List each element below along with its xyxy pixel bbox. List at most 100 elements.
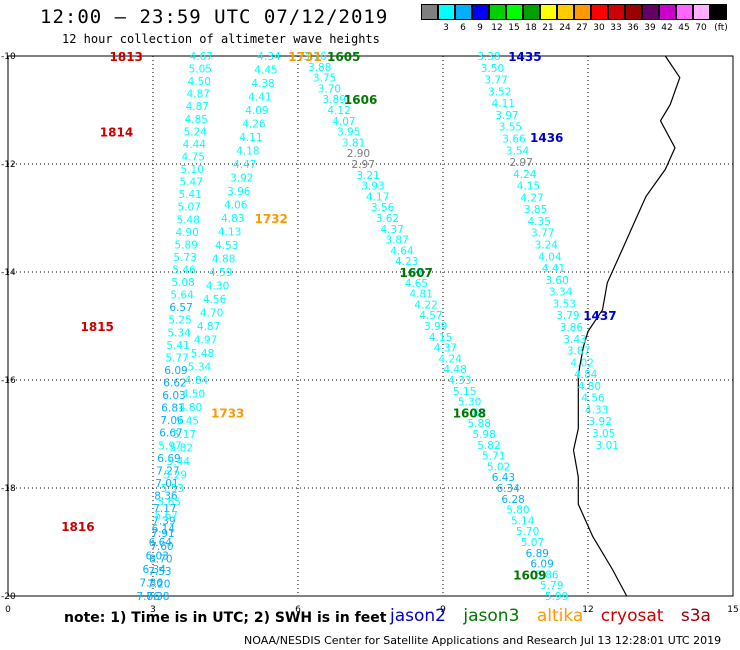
wave-height-value: 4.50	[188, 76, 211, 88]
wave-height-value: 4.35	[528, 216, 551, 228]
wave-height-value: 3.85	[524, 204, 547, 216]
wave-height-value: 5.05	[189, 64, 212, 76]
wave-height-value: 3.99	[424, 321, 447, 333]
wave-height-value: 7.01	[155, 478, 178, 490]
wave-height-value: 3.55	[499, 122, 522, 134]
wave-height-value: 3.87	[385, 235, 408, 247]
wave-height-value: 5.77	[165, 352, 188, 364]
wave-height-value: 5.82	[170, 443, 193, 455]
wave-height-value: 3.75	[313, 73, 336, 85]
wave-height-value: 3.21	[356, 170, 379, 182]
legend-tick-label: 27	[576, 23, 588, 33]
legend-cryosat: cryosat	[600, 606, 664, 626]
wave-height-value: 2.90	[347, 148, 370, 160]
coastline	[572, 55, 681, 597]
x-tick-label: 9	[440, 605, 446, 615]
wave-height-value: 5.10	[181, 164, 204, 176]
legend-swatch	[642, 4, 659, 20]
wave-height-value: 4.67	[190, 51, 213, 63]
wave-height-value: 6.14	[152, 524, 176, 536]
wave-height-value: 6.09	[530, 559, 553, 571]
wave-height-value: 7.91	[151, 528, 174, 540]
pass-number-label: 1435	[508, 50, 541, 64]
wave-height-value: 4.12	[327, 105, 350, 117]
legend-tick-label: 21	[542, 23, 554, 33]
wave-height-value: 5.08	[171, 277, 194, 289]
pass-number-label: 1815	[81, 320, 114, 334]
wave-height-value: 4.57	[419, 310, 442, 322]
wave-height-value: 4.37	[434, 343, 457, 355]
wave-height-value: 8.70	[149, 553, 172, 565]
wave-height-value: 3.38	[477, 51, 500, 63]
pass-number-label: 1606	[344, 93, 377, 107]
wave-height-value: 6.89	[526, 548, 549, 560]
wave-height-value: 4.88	[212, 254, 235, 266]
wave-height-value: 5.82	[477, 440, 500, 452]
wave-height-value: 4.53	[215, 240, 238, 252]
wave-height-value: 5.88	[468, 418, 491, 430]
wave-height-value: 3.79	[556, 310, 579, 322]
legend-swatch	[693, 4, 710, 20]
wave-height-value: 6.69	[157, 453, 180, 465]
wave-height-value: 5.98	[472, 429, 495, 441]
wave-height-value: 6.34	[143, 564, 167, 576]
wave-height-value: 6.43	[492, 472, 515, 484]
legend-swatch	[574, 4, 591, 20]
note-text: note: 1) Time is in UTC; 2) SWH is in fe…	[64, 610, 387, 626]
wave-height-value: 4.87	[187, 89, 210, 101]
wave-height-value: 4.81	[410, 289, 433, 301]
wave-height-value: 3.93	[361, 181, 384, 193]
wave-height-value: 5.65	[158, 497, 181, 509]
wave-height-value: 4.17	[366, 191, 389, 203]
wave-height-value: 4.87	[197, 321, 220, 333]
wave-height-value: 4.64	[390, 245, 414, 257]
wave-height-value: 3.87	[567, 346, 590, 358]
page-subtitle: 12 hour collection of altimeter wave hei…	[62, 32, 380, 46]
wave-height-value: 6.03	[146, 551, 169, 563]
legend-tick-label: 70	[695, 23, 707, 33]
pass-number-label: 1731	[288, 50, 321, 64]
wave-height-value: 7.60	[150, 541, 173, 553]
map-frame	[7, 55, 734, 597]
pass-number-label: 1605	[327, 50, 360, 64]
wave-height-value: 3.34	[549, 287, 573, 299]
legend-unit-label: (ft)	[714, 23, 728, 33]
legend-tick-label: 42	[661, 23, 673, 33]
wave-height-value: 4.22	[414, 299, 437, 311]
legend-swatch	[472, 4, 489, 20]
wave-height-value: 5.15	[453, 386, 476, 398]
legend-tick-label: 18	[525, 23, 537, 33]
wave-height-value: 3.96	[227, 186, 251, 198]
legend-tick-label: 9	[477, 23, 483, 33]
wave-height-value: 4.24	[513, 169, 537, 181]
wave-height-value: 4.85	[185, 114, 208, 126]
wave-height-value: 3.60	[545, 275, 568, 287]
wave-height-value: 4.44	[183, 139, 207, 151]
wave-height-value: 4.80	[578, 381, 601, 393]
wave-height-value: 3.87	[400, 267, 423, 279]
wave-height-value: 4.90	[176, 227, 199, 239]
wave-height-value: 3.53	[553, 298, 576, 310]
legend-swatch	[523, 4, 540, 20]
legend-jason3: jason3	[463, 606, 520, 626]
credit-line: NOAA/NESDIS Center for Satellite Applica…	[244, 634, 722, 647]
wave-height-value: 5.71	[482, 451, 505, 463]
wave-height-value: 7.17	[153, 503, 176, 515]
wave-height-value: 4.59	[209, 267, 232, 279]
pass-number-label: 1607	[400, 266, 433, 280]
wave-height-value: 3.66	[502, 134, 526, 146]
wave-height-value: 5.48	[177, 214, 200, 226]
wave-height-value: 3.89	[323, 94, 346, 106]
wave-height-color-legend: 3 6 9 12 15 18 21 24 27 30 33 36 39 42 45 70 (ft)	[421, 4, 728, 34]
wave-height-value: 5.86	[535, 569, 559, 581]
wave-height-value: 4.11	[492, 98, 515, 110]
wave-height-value: 6.67	[159, 428, 182, 440]
y-tick-label: -16	[1, 376, 16, 386]
wave-height-value: 5.97	[158, 440, 181, 452]
legend-swatch	[710, 4, 727, 20]
wave-height-value: 5.48	[191, 348, 214, 360]
wave-height-value: 5.46	[172, 265, 196, 277]
wave-height-value: 7.86	[137, 591, 161, 603]
pass-number-label: 1813	[110, 50, 143, 64]
y-tick-label: -20	[1, 592, 16, 602]
